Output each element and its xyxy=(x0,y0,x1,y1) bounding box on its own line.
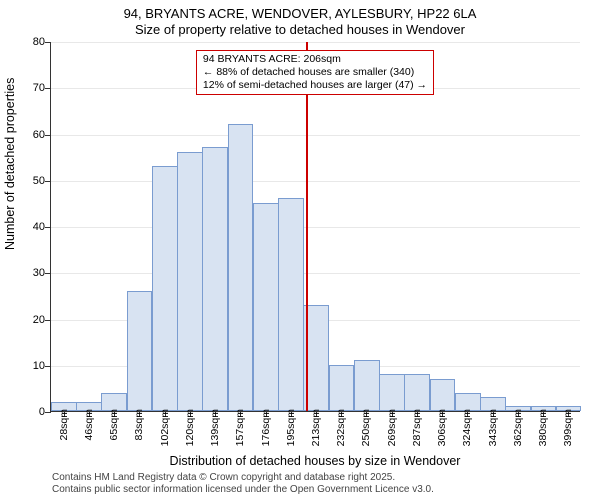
x-tick-label: 306sqm xyxy=(436,409,448,446)
y-tick xyxy=(45,88,51,89)
histogram-bar xyxy=(177,152,203,411)
histogram-bar xyxy=(354,360,380,411)
histogram-bar xyxy=(430,379,456,411)
y-tick xyxy=(45,366,51,367)
x-tick-label: 102sqm xyxy=(159,409,171,446)
y-tick xyxy=(45,135,51,136)
title-description: Size of property relative to detached ho… xyxy=(0,22,600,37)
gridline xyxy=(51,42,580,43)
footer-attribution: Contains HM Land Registry data © Crown c… xyxy=(52,472,434,496)
gridline xyxy=(51,227,580,228)
gridline xyxy=(51,181,580,182)
x-tick-label: 213sqm xyxy=(310,409,322,446)
histogram-bar xyxy=(329,365,355,411)
histogram-bar xyxy=(228,124,254,411)
y-tick xyxy=(45,412,51,413)
annotation-smaller: ← 88% of detached houses are smaller (34… xyxy=(203,66,427,79)
y-axis-title: Number of detached properties xyxy=(3,78,17,250)
footer-line-1: Contains HM Land Registry data © Crown c… xyxy=(52,472,434,484)
gridline xyxy=(51,135,580,136)
footer-line-2: Contains public sector information licen… xyxy=(52,484,434,496)
y-tick xyxy=(45,273,51,274)
title-address: 94, BRYANTS ACRE, WENDOVER, AYLESBURY, H… xyxy=(0,6,600,21)
x-tick-label: 120sqm xyxy=(184,409,196,446)
gridline xyxy=(51,273,580,274)
histogram-bar xyxy=(152,166,178,411)
x-tick-label: 46sqm xyxy=(83,409,95,441)
y-tick-label: 20 xyxy=(19,314,45,326)
histogram-bar xyxy=(278,198,304,411)
x-tick-label: 83sqm xyxy=(133,409,145,441)
y-tick xyxy=(45,320,51,321)
x-tick-label: 176sqm xyxy=(260,409,272,446)
x-tick-label: 65sqm xyxy=(108,409,120,441)
x-tick-label: 362sqm xyxy=(512,409,524,446)
histogram-bar xyxy=(379,374,405,411)
histogram-bar xyxy=(253,203,279,411)
x-tick-label: 28sqm xyxy=(58,409,70,441)
x-tick-label: 139sqm xyxy=(209,409,221,446)
x-tick-label: 250sqm xyxy=(360,409,372,446)
x-tick-label: 195sqm xyxy=(285,409,297,446)
x-tick-label: 157sqm xyxy=(234,409,246,446)
x-tick-label: 399sqm xyxy=(562,409,574,446)
x-tick-label: 324sqm xyxy=(461,409,473,446)
annotation-larger: 12% of semi-detached houses are larger (… xyxy=(203,79,427,92)
y-tick-label: 10 xyxy=(19,360,45,372)
y-tick-label: 50 xyxy=(19,175,45,187)
y-tick-label: 40 xyxy=(19,221,45,233)
chart-container: 94, BRYANTS ACRE, WENDOVER, AYLESBURY, H… xyxy=(0,0,600,500)
x-tick-label: 287sqm xyxy=(411,409,423,446)
y-tick-label: 70 xyxy=(19,82,45,94)
x-axis-title: Distribution of detached houses by size … xyxy=(50,454,580,468)
y-tick-label: 80 xyxy=(19,36,45,48)
x-tick-label: 232sqm xyxy=(335,409,347,446)
x-tick-label: 269sqm xyxy=(386,409,398,446)
plot-area: 0102030405060708028sqm46sqm65sqm83sqm102… xyxy=(50,42,580,412)
annotation-value: 94 BRYANTS ACRE: 206sqm xyxy=(203,53,427,66)
x-tick-label: 380sqm xyxy=(537,409,549,446)
subject-property-marker-line xyxy=(306,42,308,411)
histogram-bar xyxy=(404,374,430,411)
y-tick xyxy=(45,181,51,182)
annotation-box: 94 BRYANTS ACRE: 206sqm ← 88% of detache… xyxy=(196,50,434,95)
histogram-bar xyxy=(127,291,153,411)
y-tick xyxy=(45,227,51,228)
y-tick-label: 0 xyxy=(19,406,45,418)
y-tick xyxy=(45,42,51,43)
y-tick-label: 60 xyxy=(19,129,45,141)
x-tick-label: 343sqm xyxy=(487,409,499,446)
histogram-bar xyxy=(202,147,228,411)
y-tick-label: 30 xyxy=(19,267,45,279)
